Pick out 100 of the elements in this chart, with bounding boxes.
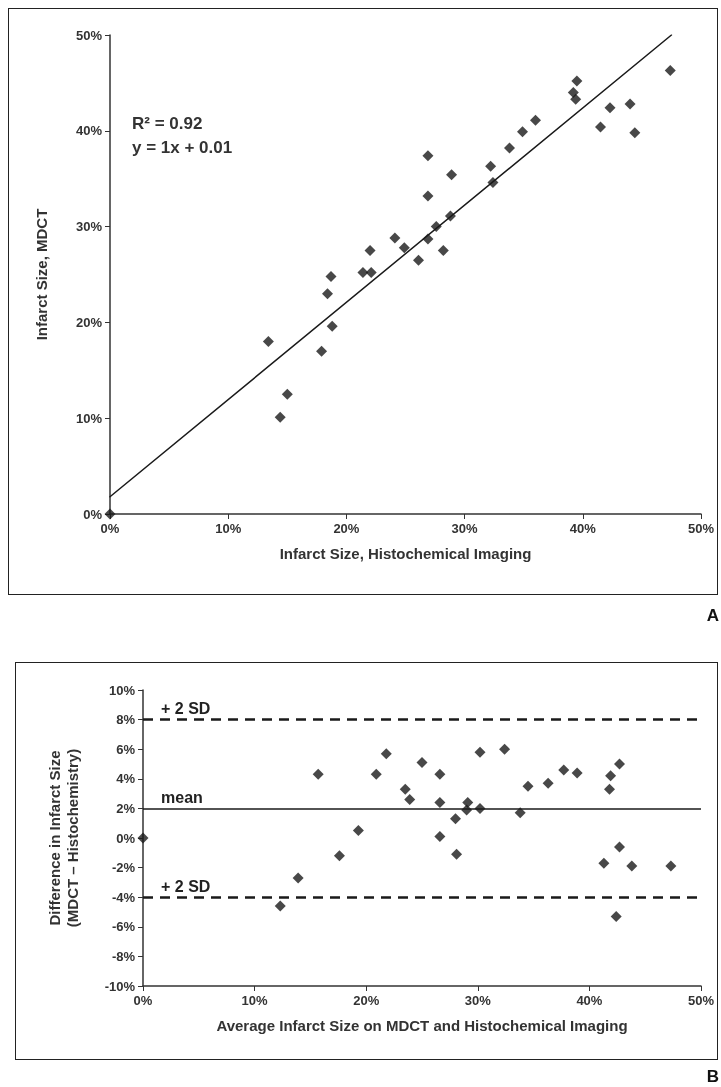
x-tick-label: 50%	[687, 521, 715, 536]
point	[664, 64, 676, 76]
point	[603, 783, 615, 795]
annotation: y = 1x + 0.01	[132, 138, 233, 157]
point	[416, 757, 428, 769]
point	[364, 245, 376, 257]
point	[499, 743, 511, 755]
point	[624, 98, 636, 110]
point	[558, 764, 570, 776]
point	[610, 910, 622, 922]
point	[570, 93, 582, 105]
annotation: R² = 0.92	[132, 114, 203, 133]
point	[352, 825, 364, 837]
x-tick-label: 20%	[333, 521, 360, 536]
point	[614, 841, 626, 853]
point	[517, 126, 529, 138]
y-axis-title: Infarct Size, MDCT	[32, 208, 50, 341]
point	[262, 336, 274, 348]
point	[487, 177, 499, 189]
point	[389, 232, 401, 244]
point	[598, 857, 610, 869]
y-tick-label: 6%	[116, 741, 136, 757]
point	[104, 508, 116, 520]
point	[605, 770, 617, 782]
y-tick-label: 10%	[75, 410, 103, 426]
x-tick-label: 30%	[451, 521, 479, 536]
ref-line-label: mean	[161, 788, 203, 806]
y-tick-label: -4%	[111, 889, 136, 905]
x-tick-label: 10%	[215, 521, 242, 536]
point	[665, 860, 677, 872]
point	[571, 767, 583, 779]
y-tick-label: -2%	[111, 860, 136, 876]
x-axis-title: Infarct Size, Histochemical Imaging	[279, 544, 532, 562]
point	[504, 142, 516, 154]
point	[312, 768, 324, 780]
point	[292, 872, 304, 884]
point	[434, 768, 446, 780]
ref-line-label: + 2 SD	[161, 877, 211, 895]
point	[437, 245, 449, 257]
point	[434, 831, 446, 843]
point	[430, 221, 442, 233]
point	[380, 748, 392, 760]
point	[604, 102, 616, 114]
point	[462, 796, 474, 808]
y-tick-label: 20%	[75, 314, 103, 330]
y-tick-label: 8%	[116, 712, 136, 728]
y-tick-label: 50%	[75, 27, 103, 43]
point	[530, 114, 542, 126]
point	[333, 850, 345, 862]
x-tick-label: 0%	[133, 993, 153, 1008]
point	[398, 242, 410, 254]
point	[422, 190, 434, 202]
y-tick-label: 2%	[116, 800, 136, 816]
x-tick-label: 20%	[353, 993, 380, 1008]
y-tick-label: -8%	[111, 948, 136, 964]
y-tick-label: -6%	[111, 919, 136, 935]
point	[522, 780, 534, 792]
point	[274, 411, 286, 423]
point	[449, 813, 461, 825]
y-tick-label: 10%	[108, 682, 136, 698]
point	[326, 320, 338, 332]
point	[629, 127, 641, 139]
y-tick-label: 30%	[75, 219, 103, 235]
point	[422, 233, 434, 245]
point	[325, 270, 337, 282]
point	[626, 860, 638, 872]
point	[595, 121, 607, 133]
point	[399, 783, 411, 795]
y-tick-label: 4%	[116, 771, 136, 787]
text: A	[706, 606, 719, 626]
point	[485, 160, 497, 172]
x-tick-label: 40%	[569, 521, 597, 536]
point	[614, 758, 626, 770]
point	[365, 267, 377, 279]
ref-line-label: + 2 SD	[161, 700, 211, 718]
y-tick-label: 0%	[83, 506, 103, 522]
point	[274, 900, 286, 912]
x-tick-label: 10%	[241, 993, 269, 1008]
point	[321, 288, 333, 300]
point	[357, 267, 369, 279]
point	[446, 169, 458, 181]
x-axis-title: Average Infarct Size on MDCT and Histochemical Imaging	[216, 1016, 628, 1034]
point	[404, 794, 416, 806]
point	[474, 746, 486, 758]
point	[370, 768, 382, 780]
point	[413, 254, 424, 266]
point	[316, 345, 328, 357]
y-tick-label: 0%	[116, 830, 136, 846]
y-axis-title: Difference in Infarct Size (MDCT – Histochemistry)	[45, 748, 81, 928]
point	[542, 777, 554, 789]
point	[444, 210, 456, 222]
x-tick-label: 50%	[687, 993, 715, 1008]
point	[434, 796, 446, 808]
point	[571, 75, 583, 87]
text: B	[706, 1067, 719, 1087]
x-tick-label: 30%	[464, 993, 492, 1008]
point	[451, 848, 463, 860]
x-tick-label: 40%	[576, 993, 603, 1008]
point	[422, 150, 434, 162]
point	[281, 388, 293, 400]
